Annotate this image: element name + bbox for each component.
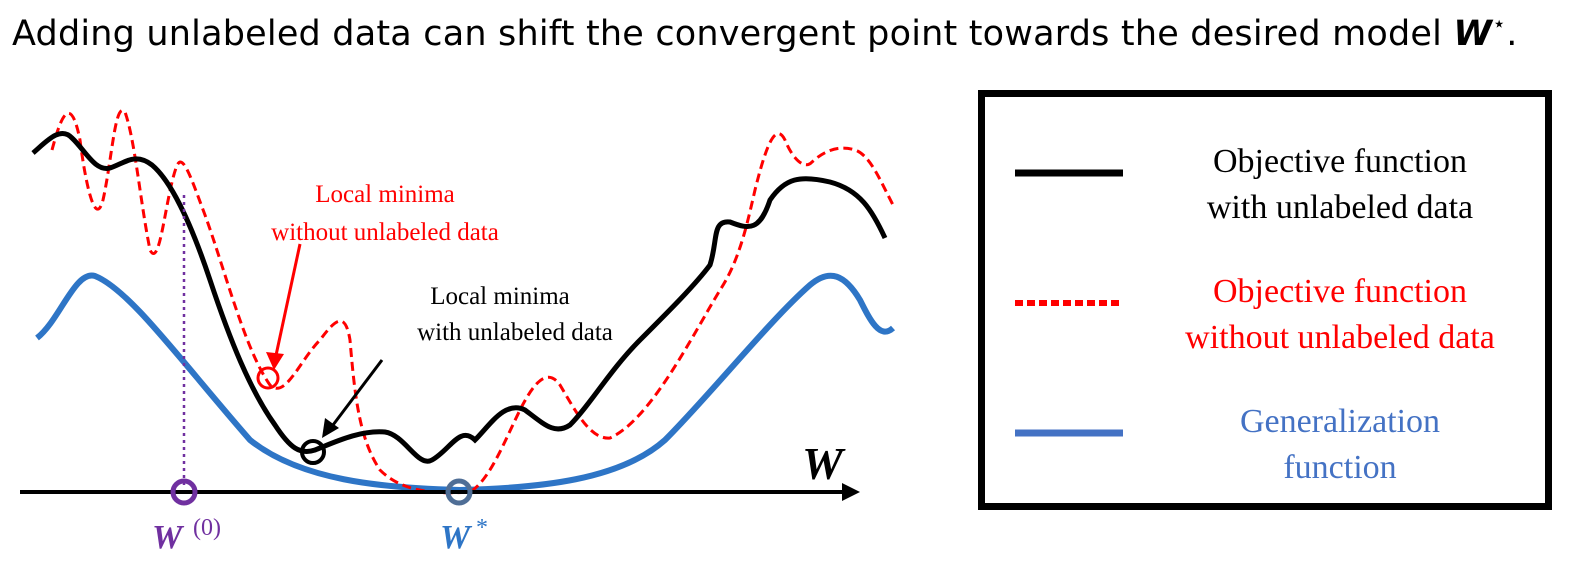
objective-without-unlabeled-curve (50, 108, 895, 495)
legend-generalization-line2: function (1283, 449, 1397, 486)
legend-without-line2: without unlabeled data (1185, 319, 1495, 356)
legend-swatch-without-unlabeled (1015, 300, 1123, 306)
local-without-line2: without unlabeled data (271, 219, 499, 246)
legend-with-line1: Objective function (1213, 143, 1467, 180)
title-period: . (1506, 14, 1518, 54)
local-with-line2: with unlabeled data (417, 319, 613, 346)
local-without-line1: Local minima (315, 181, 455, 208)
title-symbol: W (1453, 14, 1493, 54)
legend-swatch-generalization (1015, 429, 1123, 437)
legend-generalization-line1: Generalization (1239, 403, 1441, 440)
title-symbol-superscript: ⋆ (1492, 12, 1507, 37)
arrow-to-local-without (273, 243, 302, 361)
generalization-curve (35, 272, 896, 494)
legend-item-generalization: Generalization function (1145, 399, 1535, 491)
legend-with-line2: with unlabeled data (1206, 189, 1474, 226)
initial-point-sup: (0) (193, 515, 221, 541)
axis-label-w: W (802, 438, 846, 489)
initial-point-marker (170, 478, 198, 506)
legend-swatch-with-unlabeled (1015, 169, 1123, 177)
legend: Objective function with unlabeled data O… (978, 90, 1552, 510)
arrow-to-local-with-head (322, 418, 339, 438)
optimum-point-sup: * (476, 515, 488, 541)
local-minimum-without-marker (256, 366, 280, 390)
page-title: Adding unlabeled data can shift the conv… (12, 12, 1518, 54)
w-axis-arrowhead (842, 483, 860, 501)
objective-with-unlabeled-curve (31, 130, 888, 464)
legend-item-with-unlabeled: Objective function with unlabeled data (1145, 139, 1535, 231)
arrow-to-local-without-head (266, 352, 284, 370)
title-text: Adding unlabeled data can shift the conv… (12, 14, 1454, 54)
legend-item-without-unlabeled: Objective function without unlabeled dat… (1145, 269, 1535, 361)
local-minimum-with-marker (300, 439, 326, 465)
local-with-line1: Local minima (430, 283, 570, 310)
legend-without-line1: Objective function (1213, 273, 1467, 310)
arrow-to-local-with (331, 359, 384, 426)
initial-point-label: W (152, 519, 185, 556)
optimum-point-label: W (440, 519, 473, 556)
optimum-point-marker (445, 478, 473, 506)
